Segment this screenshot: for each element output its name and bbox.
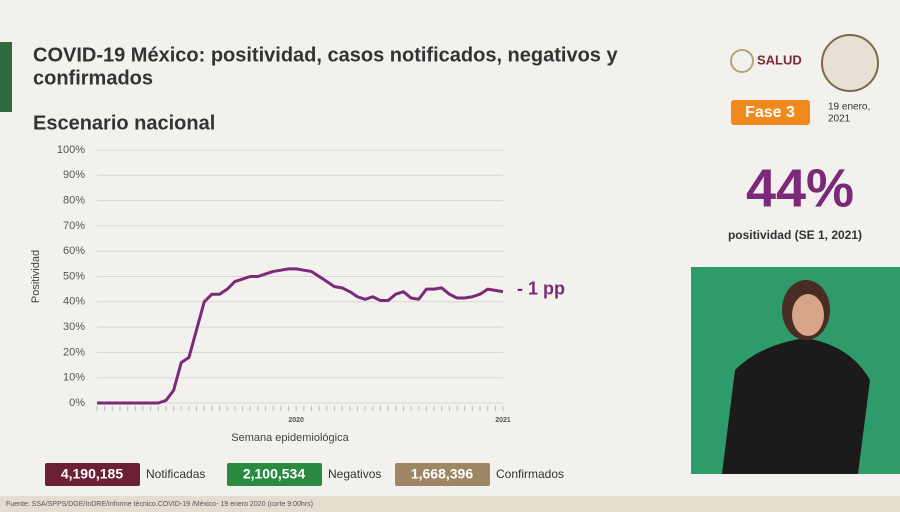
accent-bar (0, 42, 12, 112)
stat-number: 4,190,185 (61, 466, 123, 482)
title: confirmados (33, 67, 153, 89)
y-tick-label: 50% (63, 270, 85, 282)
y-tick-label: 10% (63, 372, 85, 384)
date: 2021 (828, 114, 851, 125)
logo-emblem (730, 49, 754, 73)
y-tick-label: 30% (63, 321, 85, 333)
highlight-value: 44% (746, 158, 854, 218)
y-tick-label: 80% (63, 195, 85, 207)
logo: SALUD (757, 52, 802, 67)
y-tick-label: 100% (57, 144, 85, 156)
footer-bar (0, 496, 900, 512)
chart: 0% 10% 20% 30% 40% 50% 60% 70% 80% 90% 100% 2020 202… (30, 144, 565, 444)
y-axis-label: Positividad (30, 250, 42, 303)
stat-label: Notificadas (146, 467, 205, 481)
y-tick-label: 20% (63, 346, 85, 358)
stat-box (45, 463, 140, 486)
x-tick-label: 2020 (288, 417, 304, 424)
y-tick-label: 60% (63, 245, 85, 257)
interpreter-face (792, 294, 824, 336)
stat-box (395, 463, 490, 486)
stat-label: Negativos (328, 467, 381, 481)
footer: Fuente: SSA/SPPS/DGE/InDRE/Informe técni… (6, 501, 313, 508)
date: 19 enero, (828, 102, 870, 113)
y-tick-label: 40% (63, 296, 85, 308)
y-tick-label: 0% (69, 397, 85, 409)
title: COVID-19 México: positividad, casos noti… (33, 44, 618, 66)
line (97, 267, 504, 405)
stat-label: Confirmados (496, 467, 564, 481)
phase-badge (731, 100, 810, 125)
stat-box (227, 463, 322, 486)
stat-number: 1,668,396 (411, 466, 473, 482)
interpreter-video (691, 267, 900, 474)
highlight-caption: positividad (SE 1, 2021) (728, 228, 862, 242)
subtitle: Escenario nacional (33, 112, 215, 134)
phase: Fase 3 (745, 104, 795, 121)
anniversary-logo (821, 34, 879, 92)
stat-number: 2,100,534 (243, 466, 305, 482)
y-tick-label: 70% (63, 220, 85, 232)
x-tick-label: 2021 (495, 417, 511, 424)
annotation: - 1 pp (517, 278, 565, 298)
y-tick-label: 90% (63, 169, 85, 181)
x-axis-label: Semana epidemiológica (231, 432, 349, 444)
interpreter-body (722, 338, 870, 474)
